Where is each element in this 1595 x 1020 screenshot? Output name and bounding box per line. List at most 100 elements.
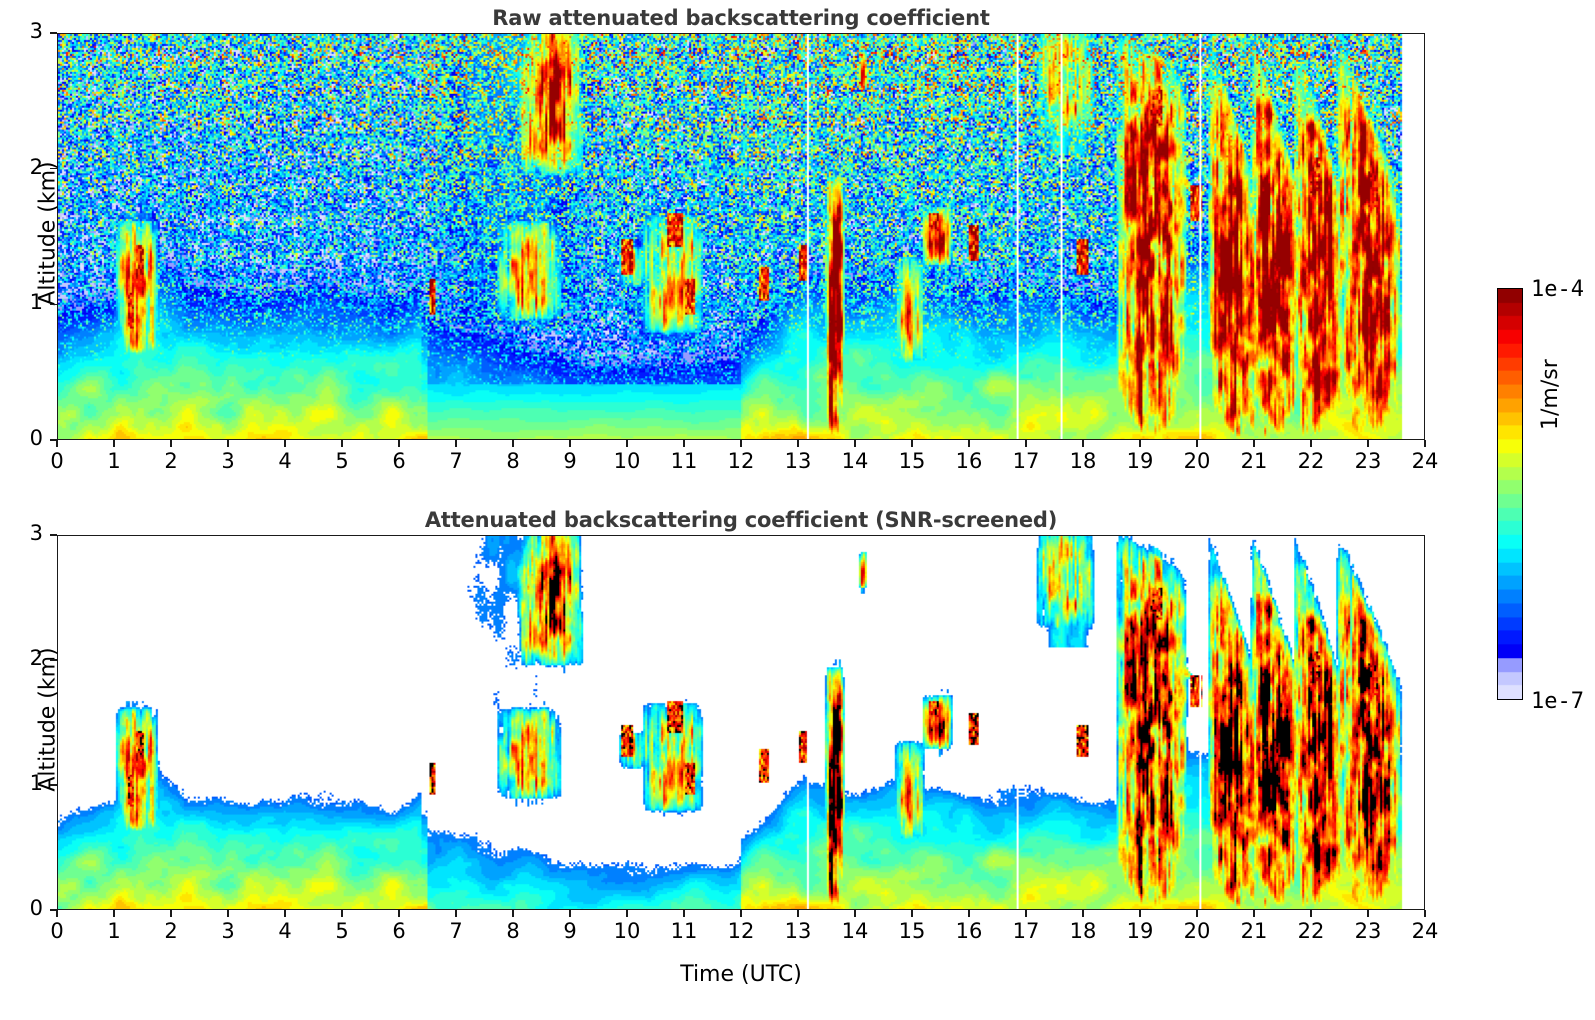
- x-tick: [854, 910, 856, 917]
- x-tick-label: 7: [449, 919, 463, 943]
- x-tick: [512, 440, 514, 447]
- x-tick-label: 4: [278, 919, 292, 943]
- x-tick-label: 20: [1183, 449, 1211, 473]
- x-tick-label: 24: [1411, 919, 1439, 943]
- x-tick: [455, 910, 457, 917]
- x-tick-label: 12: [727, 449, 755, 473]
- x-tick: [227, 440, 229, 447]
- y-tick: [50, 784, 57, 786]
- x-tick: [1310, 440, 1312, 447]
- x-tick: [911, 440, 913, 447]
- x-tick: [56, 910, 58, 917]
- y-tick: [50, 167, 57, 170]
- x-tick-label: 9: [563, 449, 577, 473]
- x-tick: [854, 440, 856, 447]
- x-tick: [1025, 440, 1027, 447]
- colorbar-gradient: [1498, 289, 1522, 699]
- x-tick: [170, 910, 172, 917]
- panel-title-screened: Attenuated backscattering coefficient (S…: [424, 508, 1058, 532]
- heatmap-canvas-raw: [58, 34, 1424, 439]
- x-tick-label: 10: [613, 449, 641, 473]
- x-tick-label: 18: [1069, 919, 1097, 943]
- x-tick: [113, 440, 115, 447]
- x-tick-label: 19: [1126, 919, 1154, 943]
- x-tick-label: 13: [784, 449, 812, 473]
- heatmap-canvas-screened: [58, 536, 1424, 909]
- x-tick-label: 21: [1240, 919, 1268, 943]
- x-tick-label: 22: [1297, 919, 1325, 943]
- x-tick: [740, 910, 742, 917]
- x-tick: [1082, 910, 1084, 917]
- x-tick-label: 15: [898, 919, 926, 943]
- x-tick-label: 24: [1411, 449, 1439, 473]
- x-axis-label: Time (UTC): [680, 962, 802, 987]
- y-tick: [50, 534, 57, 536]
- x-tick-label: 6: [392, 449, 406, 473]
- x-tick-label: 14: [841, 449, 869, 473]
- x-tick-label: 23: [1354, 449, 1382, 473]
- x-tick: [113, 910, 115, 917]
- x-tick: [341, 440, 343, 447]
- x-tick: [170, 440, 172, 447]
- panel-title-raw: Raw attenuated backscattering coefficien…: [492, 6, 990, 30]
- y-tick: [50, 303, 57, 306]
- y-tick: [50, 909, 57, 911]
- x-tick: [1367, 910, 1369, 917]
- y-tick-label: 1: [29, 771, 43, 795]
- x-tick: [968, 910, 970, 917]
- x-tick: [284, 440, 286, 447]
- x-tick: [1310, 910, 1312, 917]
- x-tick-label: 8: [506, 919, 520, 943]
- x-tick-label: 16: [955, 919, 983, 943]
- x-tick-label: 20: [1183, 919, 1211, 943]
- y-tick-label: 0: [29, 896, 43, 920]
- x-tick-label: 17: [1012, 449, 1040, 473]
- x-tick-label: 11: [670, 449, 698, 473]
- x-tick-label: 0: [50, 449, 64, 473]
- y-tick-label: 2: [29, 154, 43, 179]
- x-tick-label: 16: [955, 449, 983, 473]
- x-tick-label: 6: [392, 919, 406, 943]
- x-tick: [1196, 440, 1198, 447]
- x-tick: [1139, 440, 1141, 447]
- x-tick: [227, 910, 229, 917]
- plot-raw-backscatter[interactable]: [57, 33, 1425, 440]
- x-tick: [1139, 910, 1141, 917]
- x-tick: [797, 910, 799, 917]
- colorbar-min-label: 1e-7: [1531, 689, 1584, 714]
- plot-screened-backscatter[interactable]: [57, 535, 1425, 910]
- colorbar[interactable]: [1497, 288, 1523, 700]
- x-tick: [968, 440, 970, 447]
- x-tick-label: 18: [1069, 449, 1097, 473]
- x-tick: [1025, 910, 1027, 917]
- x-tick: [740, 440, 742, 447]
- y-tick: [50, 32, 57, 34]
- x-tick-label: 3: [221, 449, 235, 473]
- x-tick-label: 1: [107, 919, 121, 943]
- x-tick: [626, 910, 628, 917]
- y-axis-label-screened: Altitude (km): [35, 647, 61, 792]
- y-tick-label: 2: [29, 646, 43, 670]
- x-tick-label: 12: [727, 919, 755, 943]
- x-tick-label: 10: [613, 919, 641, 943]
- x-tick-label: 7: [449, 449, 463, 473]
- x-tick: [1424, 440, 1426, 447]
- x-tick-label: 5: [335, 449, 349, 473]
- x-tick-label: 2: [164, 449, 178, 473]
- x-tick-label: 19: [1126, 449, 1154, 473]
- x-tick: [341, 910, 343, 917]
- x-tick-label: 0: [50, 919, 64, 943]
- x-tick-label: 2: [164, 919, 178, 943]
- x-tick-label: 13: [784, 919, 812, 943]
- x-tick: [683, 910, 685, 917]
- x-tick: [398, 440, 400, 447]
- y-tick: [50, 659, 57, 661]
- x-tick: [455, 440, 457, 447]
- x-tick-label: 11: [670, 919, 698, 943]
- x-tick-label: 14: [841, 919, 869, 943]
- x-tick-label: 17: [1012, 919, 1040, 943]
- y-tick-label: 3: [29, 521, 43, 545]
- x-tick-label: 23: [1354, 919, 1382, 943]
- x-tick: [683, 440, 685, 447]
- x-tick-label: 21: [1240, 449, 1268, 473]
